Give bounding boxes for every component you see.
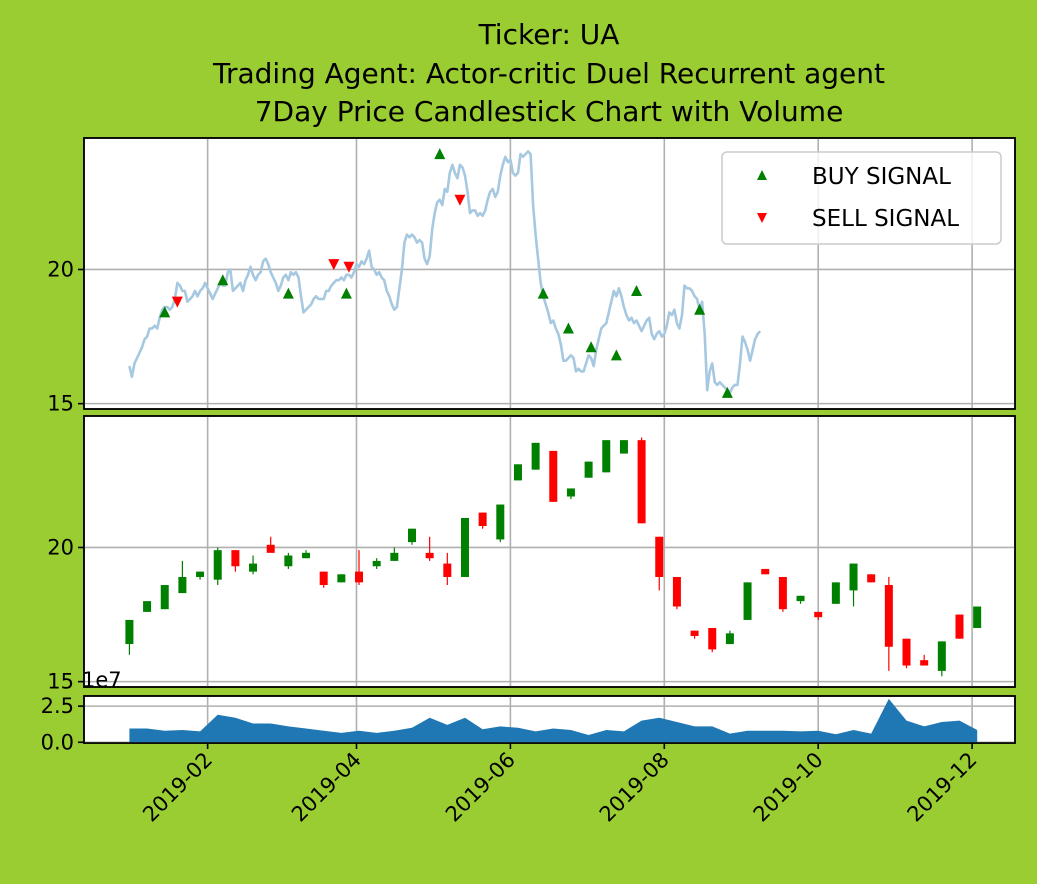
candle-body-up xyxy=(744,582,752,620)
candle-body-up xyxy=(284,556,292,567)
volume-offset-label: 1e7 xyxy=(82,668,122,692)
candle-body-up xyxy=(373,561,381,566)
candle-body-down xyxy=(673,577,681,607)
candle-body-up xyxy=(249,564,257,572)
title-line-3: 7Day Price Candlestick Chart with Volume xyxy=(255,95,844,128)
y-tick-label: 15 xyxy=(47,670,74,694)
volume-y-tick-label: 0.0 xyxy=(41,730,74,754)
candle-body-down xyxy=(814,612,822,617)
candle-body-up xyxy=(973,607,981,628)
title-line-2: Trading Agent: Actor-critic Duel Recurre… xyxy=(212,57,885,90)
candle-body-down xyxy=(885,585,893,647)
candle-body-down xyxy=(655,537,663,577)
candle-body-up xyxy=(797,596,805,601)
candle-body-up xyxy=(514,464,522,480)
y-tick-label: 20 xyxy=(47,535,74,559)
candle-body-up xyxy=(620,440,628,453)
candle-body-up xyxy=(125,620,133,644)
x-tick-label: 2019-08 xyxy=(595,748,674,827)
candle-body-up xyxy=(337,574,345,582)
x-tick-label: 2019-02 xyxy=(138,748,217,827)
candle-body-down xyxy=(479,513,487,526)
candle-body-up xyxy=(178,577,186,593)
candle-body-down xyxy=(231,550,239,566)
candle-body-down xyxy=(443,564,451,577)
candle-body-down xyxy=(920,660,928,665)
candle-body-up xyxy=(585,462,593,478)
legend: BUY SIGNAL SELL SIGNAL xyxy=(722,152,1001,244)
candle-body-down xyxy=(761,569,769,574)
y-tick-label: 15 xyxy=(47,392,74,416)
x-tick-label: 2019-10 xyxy=(749,748,828,827)
candle-body-down xyxy=(355,572,363,583)
candle-body-up xyxy=(567,488,575,496)
candle-body-down xyxy=(320,572,328,585)
x-tick-label: 2019-06 xyxy=(441,748,520,827)
x-tick-label: 2019-12 xyxy=(903,748,982,827)
candle-body-down xyxy=(903,639,911,666)
candle-body-down xyxy=(867,574,875,582)
candle-body-down xyxy=(691,631,699,636)
candle-body-down xyxy=(549,451,557,502)
candle-body-up xyxy=(850,564,858,591)
candle-body-up xyxy=(461,518,469,577)
candle-body-up xyxy=(161,585,169,609)
candle-body-up xyxy=(532,443,540,470)
candle-body-up xyxy=(496,505,504,540)
candle-body-up xyxy=(390,553,398,561)
candle-body-down xyxy=(267,545,275,553)
volume-y-tick-label: 2.5 xyxy=(41,694,74,718)
candle-body-up xyxy=(143,601,151,612)
candle-body-up xyxy=(602,440,610,472)
y-tick-label: 20 xyxy=(47,257,74,281)
candle-body-up xyxy=(196,572,204,577)
legend-buy-label: BUY SIGNAL xyxy=(812,164,951,190)
candle-body-down xyxy=(779,577,787,609)
candle-body-up xyxy=(726,633,734,644)
candle-body-up xyxy=(214,550,222,580)
candle-body-up xyxy=(832,582,840,603)
candle-body-up xyxy=(408,529,416,542)
candle-body-down xyxy=(708,628,716,649)
candle-body-up xyxy=(938,641,946,671)
x-tick-label: 2019-04 xyxy=(287,748,366,827)
candle-body-down xyxy=(426,553,434,558)
candle-body-up xyxy=(302,553,310,558)
legend-sell-label: SELL SIGNAL xyxy=(812,206,959,232)
candle-body-down xyxy=(638,440,646,523)
candle-body-down xyxy=(955,615,963,639)
title-line-1: Ticker: UA xyxy=(478,18,620,51)
chart-title: Ticker: UA Trading Agent: Actor-critic D… xyxy=(212,18,885,128)
